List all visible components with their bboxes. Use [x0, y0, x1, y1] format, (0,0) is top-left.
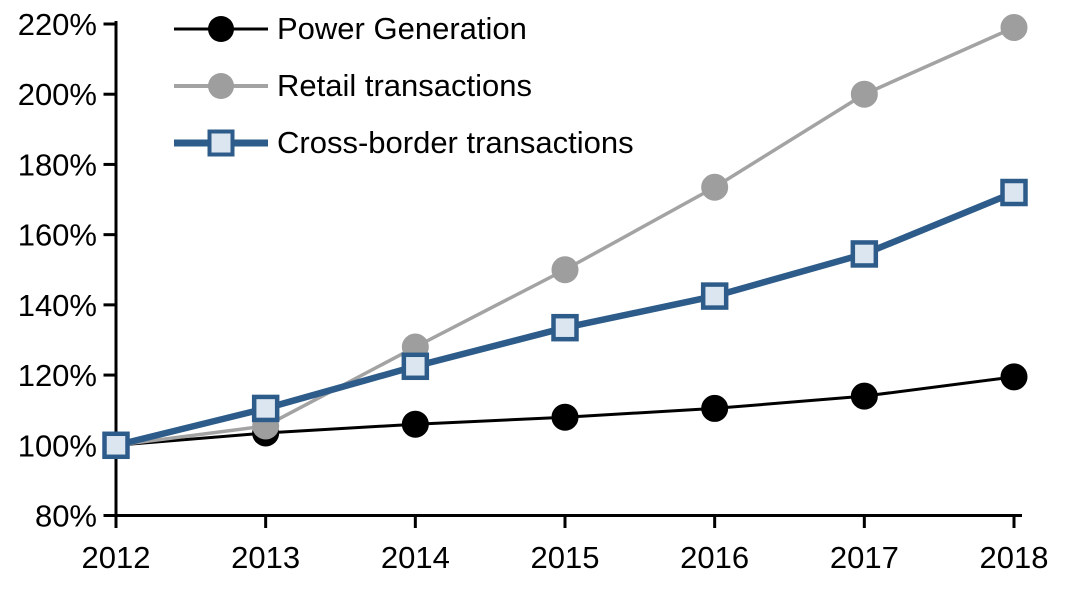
legend-swatch-cross-border-transactions	[174, 126, 268, 159]
data-point	[102, 431, 130, 460]
x-tick-label: 2014	[381, 540, 450, 575]
legend-label: Retail transactions	[277, 68, 533, 103]
y-tick-label: 120%	[18, 358, 97, 393]
y-tick-label: 180%	[18, 147, 97, 182]
data-point	[850, 240, 879, 268]
data-point	[1000, 14, 1028, 42]
data-point	[701, 173, 729, 201]
square-marker-icon	[207, 129, 235, 156]
legend: Power Generation Retail transactions Cro…	[174, 12, 634, 159]
x-tick-label: 2013	[231, 540, 300, 575]
data-point	[401, 352, 430, 381]
legend-item-retail-transactions: Retail transactions	[174, 69, 634, 102]
y-tick-label: 200%	[18, 77, 97, 112]
data-point	[401, 410, 429, 438]
legend-label: Power Generation	[277, 11, 527, 46]
x-tick-label: 2017	[830, 540, 899, 575]
legend-label: Cross-border transactions	[277, 125, 634, 160]
x-tick-label: 2018	[980, 540, 1049, 575]
data-point	[850, 382, 878, 410]
data-point	[700, 282, 729, 310]
x-tick-label: 2016	[680, 540, 749, 575]
data-point	[701, 394, 729, 422]
y-tick-label: 80%	[35, 499, 97, 534]
y-tick-label: 220%	[18, 7, 97, 42]
data-point	[1000, 178, 1028, 207]
data-point	[551, 256, 579, 284]
x-tick-label: 2015	[531, 540, 600, 575]
legend-swatch-retail-transactions	[174, 69, 268, 102]
data-point	[850, 80, 878, 108]
y-tick-label: 100%	[18, 428, 97, 463]
x-tick-label: 2012	[82, 540, 151, 575]
legend-item-power-generation: Power Generation	[174, 12, 634, 45]
data-point	[251, 394, 280, 423]
y-tick-label: 140%	[18, 288, 97, 323]
data-point	[551, 403, 579, 431]
data-point	[551, 313, 579, 342]
circle-marker-icon	[208, 15, 234, 42]
circle-marker-icon	[208, 72, 234, 99]
legend-swatch-power-generation	[174, 12, 268, 45]
y-tick-label: 160%	[18, 218, 97, 253]
legend-item-cross-border-transactions: Cross-border transactions	[174, 126, 634, 159]
data-point	[1000, 363, 1028, 391]
